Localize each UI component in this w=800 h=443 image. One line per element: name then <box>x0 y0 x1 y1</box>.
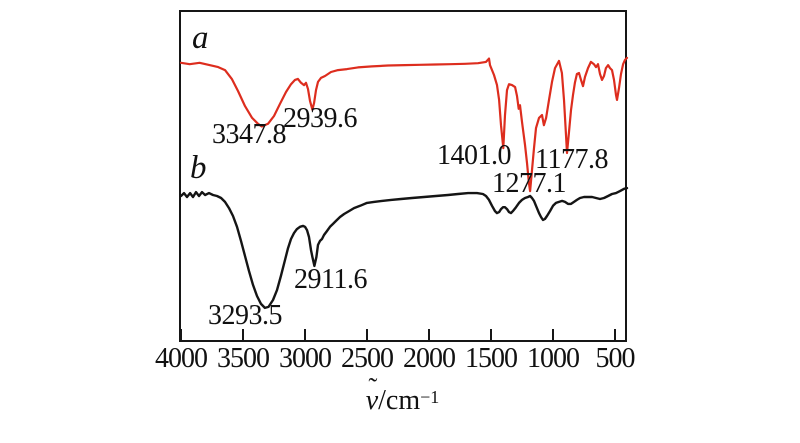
x-tick-label-3500: 3500 <box>217 343 270 374</box>
nu-tilde-symbol: ν ˜ <box>365 372 379 417</box>
x-tick-500 <box>614 329 616 341</box>
x-tick-2500 <box>366 329 368 341</box>
x-tick-label-4000: 4000 <box>155 343 208 374</box>
peak-label-3347.8: 3347.8 <box>212 119 287 150</box>
peak-label-2939.6: 2939.6 <box>283 103 358 134</box>
x-tick-label-3000: 3000 <box>279 343 332 374</box>
series-label-a: a <box>192 20 209 56</box>
x-axis-title: ν ˜/cm−1 <box>330 372 475 417</box>
peak-label-3293.5: 3293.5 <box>208 300 283 331</box>
x-tick-1500 <box>490 329 492 341</box>
axis-unit: /cm <box>378 385 421 416</box>
x-tick-label-2500: 2500 <box>341 343 394 374</box>
x-tick-2000 <box>428 329 430 341</box>
x-tick-label-1000: 1000 <box>527 343 580 374</box>
x-tick-label-2000: 2000 <box>403 343 456 374</box>
axis-unit-exponent: −1 <box>420 387 440 407</box>
tilde-mark: ˜ <box>368 372 378 403</box>
x-tick-4000 <box>180 329 182 341</box>
peak-label-2911.6: 2911.6 <box>294 264 367 295</box>
peak-label-1401.0: 1401.0 <box>437 140 512 171</box>
x-tick-label-1500: 1500 <box>465 343 518 374</box>
peak-label-1177.8: 1177.8 <box>535 144 608 175</box>
peak-label-1277.1: 1277.1 <box>492 168 567 199</box>
x-tick-3000 <box>304 329 306 341</box>
nu-symbol: ν <box>365 385 379 416</box>
series-label-b: b <box>190 150 207 186</box>
x-tick-label-500: 500 <box>595 343 636 374</box>
x-tick-3500 <box>242 329 244 341</box>
x-tick-1000 <box>552 329 554 341</box>
